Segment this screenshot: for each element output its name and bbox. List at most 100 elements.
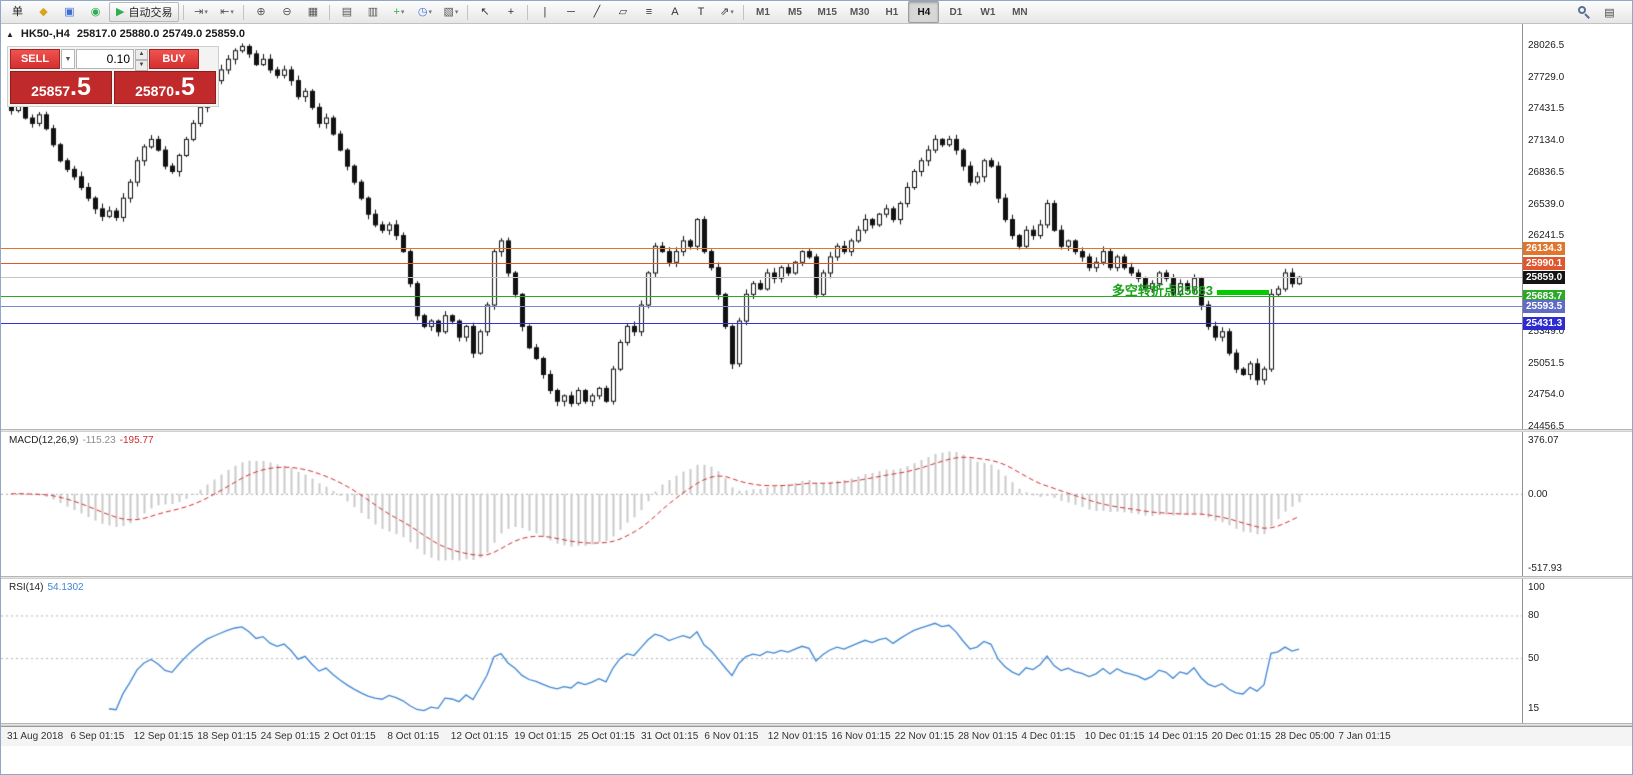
macd-value: -115.23: [82, 435, 116, 446]
panel-splitter[interactable]: [1, 723, 1632, 726]
toolbar-right: ▤: [1576, 2, 1630, 22]
zoom-in-icon[interactable]: ⊕: [256, 5, 266, 18]
toolbar-separator: [467, 4, 469, 20]
time-axis-label: 6 Sep 01:15: [70, 731, 125, 742]
buy-price-main: 25870: [135, 83, 175, 99]
one-click-collapse-icon[interactable]: ▲: [6, 29, 14, 39]
sell-price-main: 25857: [31, 83, 71, 99]
macd-title: MACD(12,26,9): [9, 435, 79, 446]
macd-label: MACD(12,26,9) -115.23 -195.77: [9, 435, 154, 446]
toolbar-separator: [243, 4, 245, 20]
text-icon[interactable]: A: [671, 5, 679, 18]
time-axis-label: 10 Dec 01:15: [1084, 731, 1145, 742]
timeframe-w1[interactable]: W1: [980, 6, 996, 18]
quick-menu-icon[interactable]: ▤: [1604, 6, 1615, 19]
buy-price-pips: .5: [174, 73, 195, 101]
accounts-icon[interactable]: ▣: [64, 5, 75, 18]
volume-down-icon[interactable]: ▼: [135, 60, 148, 71]
time-axis-label: 24 Sep 01:15: [260, 731, 321, 742]
chart-title: ▲ HK50-,H4 25817.0 25880.0 25749.0 25859…: [6, 28, 245, 40]
time-axis-label: 25 Oct 01:15: [577, 731, 635, 742]
time-axis-label: 16 Nov 01:15: [831, 731, 891, 742]
zoom-out-icon[interactable]: ⊖: [282, 5, 292, 18]
time-axis-label: 28 Nov 01:15: [958, 731, 1018, 742]
buy-button[interactable]: BUY: [149, 49, 199, 69]
order-type-dropdown-icon[interactable]: ▼: [61, 49, 75, 69]
rsi-label: RSI(14) 54.1302: [9, 582, 84, 593]
price-axis-divider: [1522, 24, 1523, 726]
macd-chart[interactable]: [1, 432, 1522, 576]
pivot-annotation-text: 多空转折点25683: [1111, 283, 1213, 299]
time-axis-label: 18 Sep 01:15: [197, 731, 257, 742]
info-icon[interactable]: ◉: [90, 5, 101, 18]
vertical-line-icon[interactable]: |: [543, 5, 547, 18]
channel-icon[interactable]: ▱: [618, 5, 628, 18]
period-icon[interactable]: ◷ ▾: [417, 5, 433, 18]
template-icon[interactable]: ▧ ▾: [443, 5, 459, 18]
toolbar-separator: [183, 4, 185, 20]
time-axis-label: 31 Aug 2018: [7, 731, 64, 742]
volume-input[interactable]: [76, 49, 134, 69]
trendline-icon[interactable]: ╱: [593, 5, 601, 18]
candlestick-chart[interactable]: [1, 24, 1522, 429]
toolbar-separator: [743, 4, 745, 20]
label-icon[interactable]: T: [697, 5, 705, 18]
rsi-value: 54.1302: [47, 582, 84, 593]
timeframe-m1[interactable]: M1: [756, 6, 770, 18]
search-icon[interactable]: [1576, 4, 1592, 20]
crosshair-icon[interactable]: +: [507, 5, 515, 18]
toolbar: 单 ◆ ▣ ◉ ▶ 自动交易 ⇥ ▾ ⇤ ▾ ⊕ ⊖ ▦ ▤ ▥ + ▾ ◷ ▾ ▧ ▾ ↖ + | ─ ╱ ▱ ≡ A T ⇗ ▾ M1 M5…: [1, 1, 1632, 24]
rsi-chart[interactable]: [1, 579, 1522, 723]
timeframe-m15[interactable]: M15: [817, 6, 837, 18]
time-axis-label: 12 Nov 01:15: [767, 731, 828, 742]
autoscroll-icon[interactable]: ⇤ ▾: [220, 5, 234, 18]
timeframe-h1[interactable]: H1: [885, 6, 899, 18]
magnifier-circle: [1578, 6, 1586, 14]
time-axis-label: 2 Oct 01:15: [324, 731, 376, 742]
new-chart-icon[interactable]: + ▾: [393, 5, 405, 18]
macd-panel: MACD(12,26,9) -115.23 -195.77: [1, 432, 1632, 576]
chart-ohlc-values: 25817.0 25880.0 25749.0 25859.0: [76, 28, 246, 40]
rsi-panel: RSI(14) 54.1302: [1, 579, 1632, 723]
main-chart-panel: ▲ HK50-,H4 25817.0 25880.0 25749.0 25859…: [1, 24, 1632, 429]
time-axis-label: 28 Dec 05:00: [1275, 731, 1335, 742]
autotrade-button[interactable]: ▶ 自动交易: [109, 2, 180, 22]
arrows-icon[interactable]: ⇗ ▾: [720, 5, 734, 18]
timeframe-m5[interactable]: M5: [788, 6, 802, 18]
time-axis-label: 19 Oct 01:15: [514, 731, 572, 742]
time-axis-label: 12 Sep 01:15: [133, 731, 194, 742]
one-click-trading-panel: SELL ▼ ▲ ▼ BUY 25857.5 25870.5: [7, 46, 219, 107]
fibonacci-icon[interactable]: ≡: [645, 5, 653, 18]
panel-splitter[interactable]: [1, 429, 1632, 432]
volume-up-icon[interactable]: ▲: [135, 49, 148, 60]
toolbar-icons: 单 ◆ ▣ ◉ ▶ 自动交易 ⇥ ▾ ⇤ ▾ ⊕ ⊖ ▦ ▤ ▥ + ▾ ◷ ▾ ▧ ▾ ↖ + | ─ ╱ ▱ ≡ A T ⇗ ▾: [5, 2, 747, 22]
pivot-annotation-line[interactable]: [1217, 290, 1269, 296]
order-diamond-icon[interactable]: ◆: [39, 5, 48, 18]
time-axis-label: 12 Oct 01:15: [450, 731, 509, 742]
timeframe-mn[interactable]: MN: [1012, 6, 1028, 18]
sell-price-box[interactable]: 25857.5: [10, 71, 112, 104]
tile-windows-icon[interactable]: ▦: [307, 5, 319, 18]
trade-prices-row: 25857.5 25870.5: [10, 71, 216, 104]
timeframe-buttons: M1 M5 M15 M30 H1 H4 D1 W1 MN: [747, 1, 1035, 23]
time-axis[interactable]: 31 Aug 2018 6 Sep 01:15 12 Sep 01:15 18 Sep…: [1, 726, 1632, 746]
time-axis-label: 14 Dec 01:15: [1148, 731, 1208, 742]
chart-symbol-period: HK50-,H4: [20, 28, 70, 40]
time-axis-label: 8 Oct 01:15: [387, 731, 440, 742]
horizontal-line-icon[interactable]: ─: [567, 5, 575, 18]
arrange-windows-icon[interactable]: ▥: [367, 5, 379, 18]
sell-button[interactable]: SELL: [10, 49, 60, 69]
timeframe-d1[interactable]: D1: [949, 6, 963, 18]
timeframe-h4[interactable]: H4: [908, 1, 940, 23]
chart-shift-icon[interactable]: ⇥ ▾: [194, 5, 208, 18]
cursor-icon[interactable]: ↖: [480, 5, 490, 18]
panel-splitter[interactable]: [1, 576, 1632, 579]
toolbar-separator: [527, 4, 529, 20]
timeframe-m30[interactable]: M30: [849, 6, 870, 18]
magnifier-handle: [1584, 13, 1590, 19]
new-order-button[interactable]: 单: [12, 5, 23, 18]
buy-price-box[interactable]: 25870.5: [114, 71, 216, 104]
cascade-windows-icon[interactable]: ▤: [341, 5, 353, 18]
time-axis-label: 22 Nov 01:15: [894, 731, 955, 742]
